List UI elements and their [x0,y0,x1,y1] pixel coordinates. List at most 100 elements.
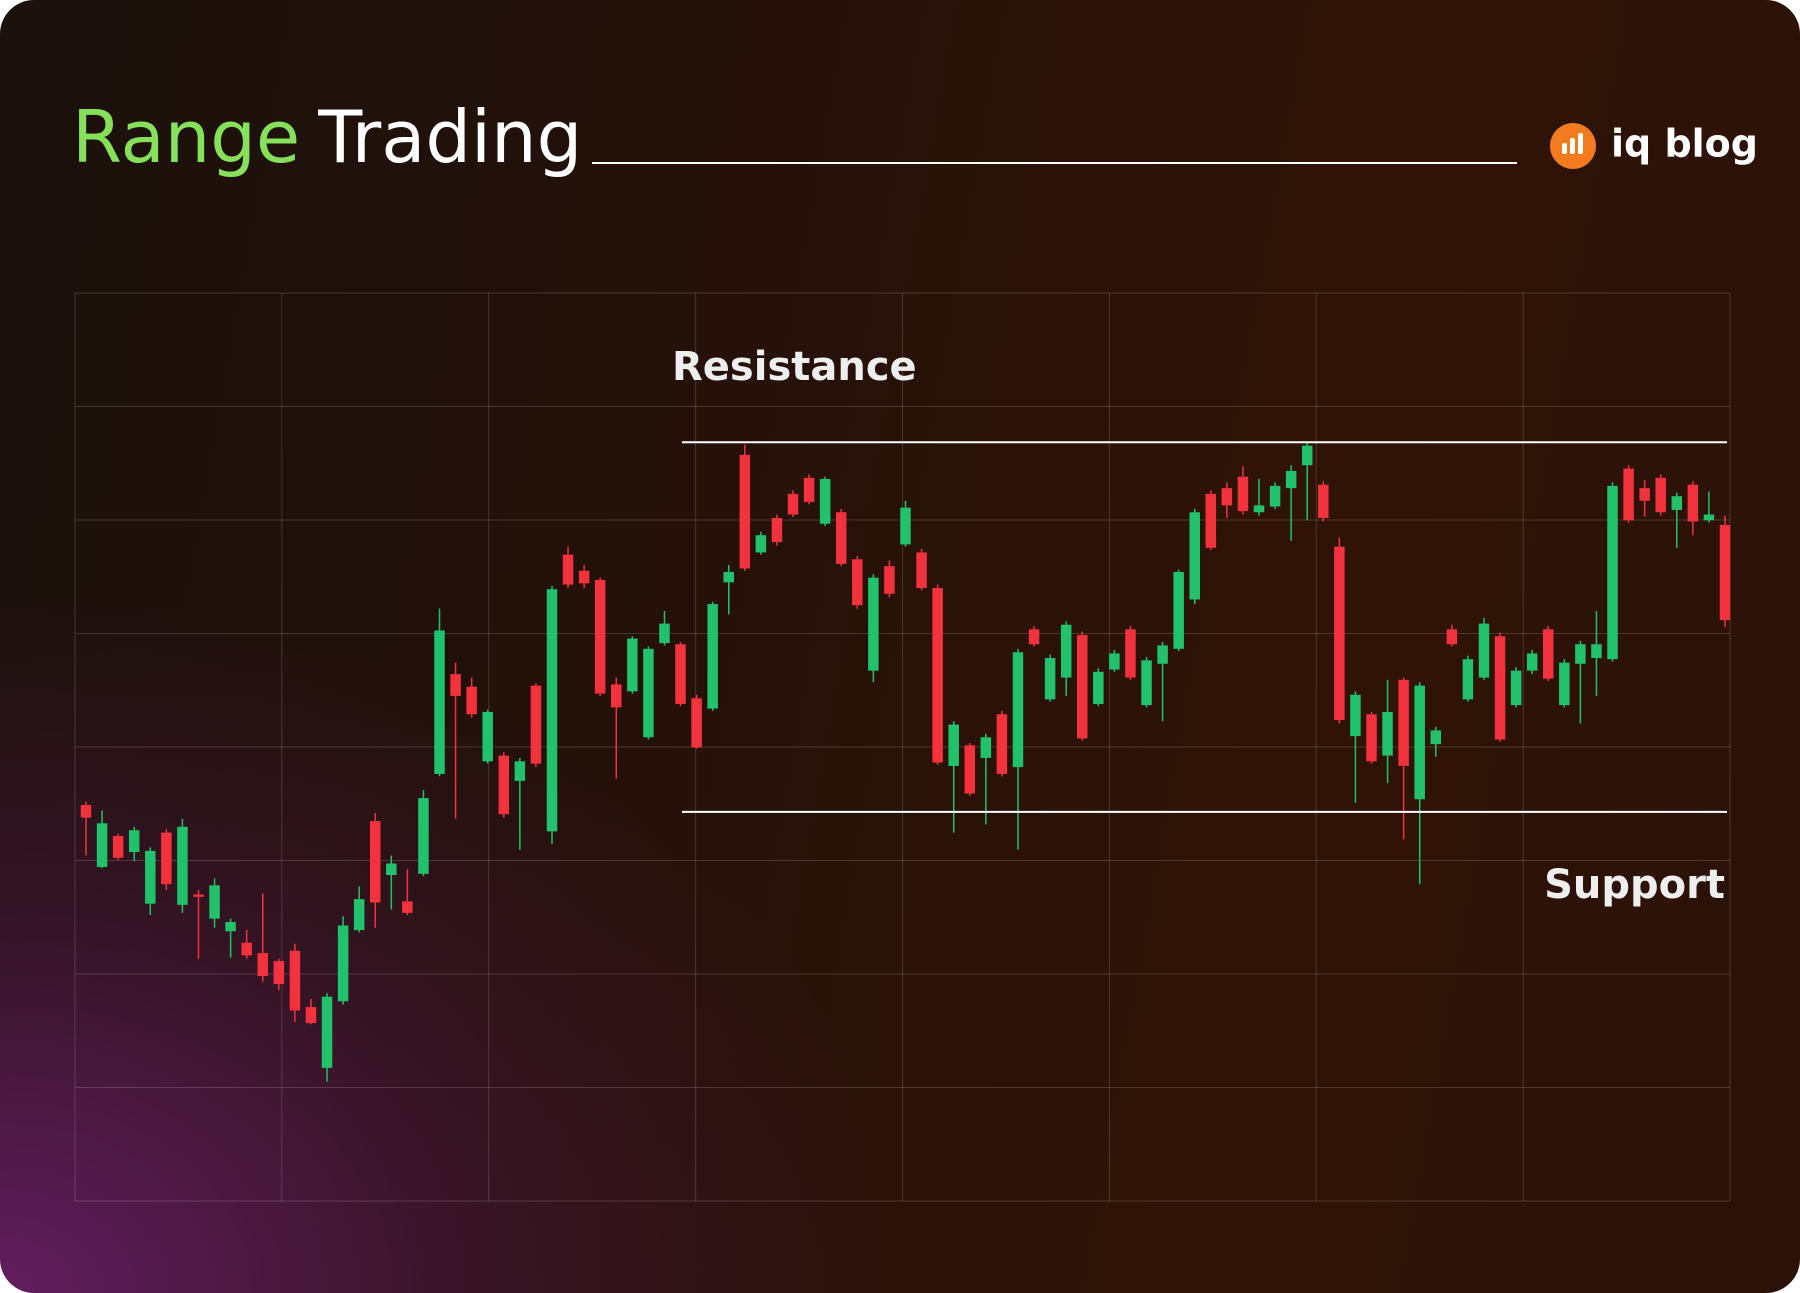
candle-body [578,570,590,584]
brand-logo [1550,123,1596,169]
candle-body [1334,546,1345,721]
candle-body [434,630,445,774]
candle-body [1366,714,1377,762]
candle-body [1189,512,1200,600]
candle-body [980,737,992,758]
candle-body [1607,485,1618,660]
chart-title: Range Trading [72,95,582,179]
candle-body [1028,629,1040,645]
candle-body [1655,477,1666,513]
candle-body [771,517,783,543]
candle-body [916,552,927,589]
candle-body [1719,524,1731,621]
candle-body [1350,694,1361,737]
candle-body [1591,644,1602,659]
candle-body [128,830,140,853]
candle-body [803,477,815,502]
candle-body [1012,652,1024,768]
candle-body [900,507,911,545]
candle-body [337,925,349,1002]
candle-body [145,850,156,904]
candle-body [964,745,976,794]
title-word: Range [72,95,300,179]
candle-body [1398,679,1409,766]
candle-body [1125,629,1136,678]
candle-body [209,885,220,919]
candle-body [594,579,606,694]
candle-body [1077,635,1088,739]
candle-body [1205,493,1217,548]
candle-body [514,761,526,781]
candle-body [611,684,622,708]
candle-body [932,588,943,763]
candle-body [819,478,831,524]
candle-body [1703,514,1715,521]
candle-body [1301,445,1313,466]
candle-body [1687,484,1699,522]
candle-body [1494,636,1506,740]
brand-name: iq blog [1611,122,1758,166]
candle-body [1639,488,1650,501]
plot-area: Resistance Support [74,292,1731,1202]
candle-body [1446,629,1458,645]
candle-body [948,724,959,766]
candle-body [530,685,542,764]
logo-bar [1578,133,1583,154]
candle-body [1109,653,1120,670]
candle-body [1157,645,1168,664]
candle-body [1382,711,1393,756]
candle-body [659,623,670,644]
candle-body [1510,670,1522,706]
candle-body [241,942,252,956]
candle-body [1559,662,1570,706]
candle-body [1462,659,1474,700]
candle-body [627,638,638,692]
level-label: Support [1544,862,1725,908]
candle-body [562,554,574,585]
candle-body [1044,658,1056,700]
candle-body [707,604,718,709]
logo-bar [1570,138,1575,154]
candle-body [787,493,799,515]
candle-body [353,899,365,931]
candle-body [321,996,333,1068]
candle-body [96,823,108,867]
candle-body [161,832,172,885]
candle-body [675,644,686,704]
level-label: Resistance [672,344,917,390]
candle-body [80,804,92,818]
candle-body [723,571,734,583]
candle-body [1623,468,1634,521]
candle-body [305,1007,317,1024]
candle-body [835,512,847,564]
candle-body [289,950,301,1011]
candle-body [225,922,236,932]
candle-body [1414,685,1425,800]
candle-body [1575,644,1586,664]
title-word: Trading [317,95,582,179]
candle-body [1253,505,1265,513]
candle-body [1269,485,1281,507]
candle-body [177,826,188,905]
candle-body [257,953,269,977]
candle-body [386,863,397,875]
candle-body [273,961,285,985]
candle-body [691,698,702,748]
candle-body [868,577,879,671]
logo-bar [1562,143,1567,154]
candle-body [369,821,381,903]
candle-body [546,589,558,832]
candle-body [1093,671,1104,704]
candle-body [466,686,477,715]
candle-body [1430,730,1442,745]
candle-body [112,835,124,858]
candle-body [1060,624,1072,678]
candle-body [498,755,510,815]
candle-body [884,566,895,594]
candle-body [1285,470,1297,489]
candle-body [996,714,1008,774]
candle-body [643,648,654,738]
candle-body [1478,623,1490,678]
